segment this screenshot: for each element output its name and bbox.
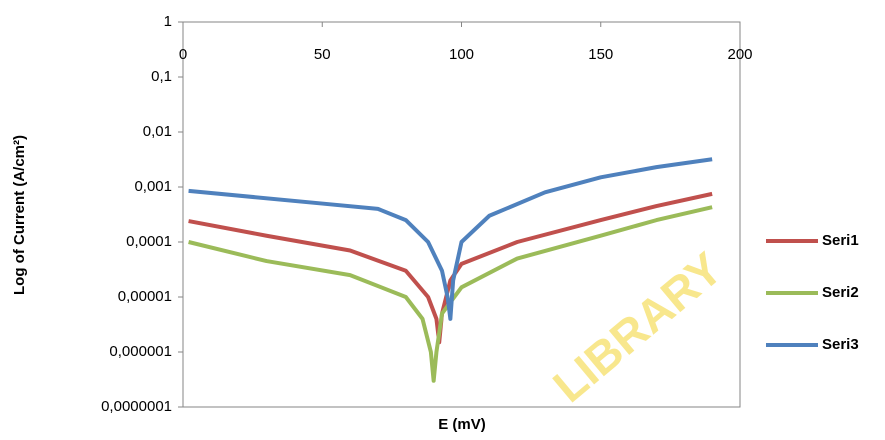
x-tick-label: 100 <box>449 46 474 63</box>
x-tick-label: 50 <box>314 46 331 63</box>
x-tick-label: 150 <box>588 46 613 63</box>
legend-label: Seri3 <box>822 336 859 353</box>
plot-frame <box>182 21 741 408</box>
legend-label: Seri1 <box>822 232 859 249</box>
y-tick-label: 0,001 <box>134 178 172 195</box>
legend-label: Seri2 <box>822 284 859 301</box>
y-tick-label: 0,0000001 <box>101 398 172 415</box>
y-tick-label: 0,01 <box>143 123 172 140</box>
y-tick-label: 0,00001 <box>118 288 172 305</box>
x-axis-title: E (mV) <box>438 416 486 433</box>
series-line <box>188 205 713 383</box>
watermark: LIBRARY <box>543 242 732 412</box>
y-tick-label: 1 <box>164 13 172 30</box>
x-tick-label: 200 <box>727 46 752 63</box>
y-tick-label: 0,0001 <box>126 233 172 250</box>
y-tick-label: 0,1 <box>151 68 172 85</box>
series-line <box>188 157 713 321</box>
y-axis-title: Log of Current (A/cm²) <box>11 135 28 295</box>
y-tick-label: 0,000001 <box>109 343 172 360</box>
x-tick-label: 0 <box>179 46 187 63</box>
